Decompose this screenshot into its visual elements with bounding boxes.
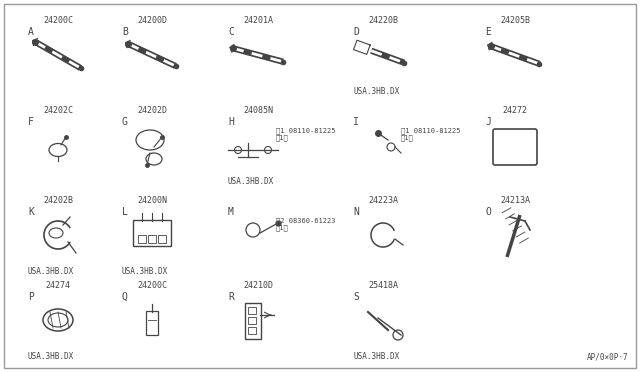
Text: 24210D: 24210D xyxy=(243,281,273,290)
Text: R: R xyxy=(228,292,234,302)
Text: B: B xyxy=(122,27,128,37)
Text: USA.3HB.DX: USA.3HB.DX xyxy=(28,352,74,361)
Text: 24220B: 24220B xyxy=(368,16,398,25)
Text: 24202D: 24202D xyxy=(137,106,167,115)
Text: ␱1 08110-81225
（1）: ␱1 08110-81225 （1） xyxy=(401,127,461,141)
Text: 24200N: 24200N xyxy=(137,196,167,205)
Text: 24200C: 24200C xyxy=(137,281,167,290)
Text: N: N xyxy=(353,207,359,217)
Text: S: S xyxy=(353,292,359,302)
Text: M: M xyxy=(228,207,234,217)
Text: D: D xyxy=(353,27,359,37)
Text: 24202B: 24202B xyxy=(43,196,73,205)
Text: F: F xyxy=(28,117,34,127)
Text: USA.3HB.DX: USA.3HB.DX xyxy=(228,177,275,186)
Text: 24200D: 24200D xyxy=(137,16,167,25)
Text: ␠2 08360-61223
（1）: ␠2 08360-61223 （1） xyxy=(276,217,335,231)
Text: A: A xyxy=(28,27,34,37)
Text: USA.3HB.DX: USA.3HB.DX xyxy=(353,87,399,96)
Text: H: H xyxy=(228,117,234,127)
Text: USA.3HB.DX: USA.3HB.DX xyxy=(28,267,74,276)
Text: 24205B: 24205B xyxy=(500,16,530,25)
Text: O: O xyxy=(485,207,491,217)
Text: C: C xyxy=(228,27,234,37)
Text: E: E xyxy=(485,27,491,37)
Text: P: P xyxy=(28,292,34,302)
Text: J: J xyxy=(485,117,491,127)
Text: 24202C: 24202C xyxy=(43,106,73,115)
Text: 24085N: 24085N xyxy=(243,106,273,115)
Text: 24200C: 24200C xyxy=(43,16,73,25)
Text: 24274: 24274 xyxy=(45,281,70,290)
Text: USA.3HB.DX: USA.3HB.DX xyxy=(353,352,399,361)
Text: I: I xyxy=(353,117,359,127)
Text: K: K xyxy=(28,207,34,217)
Text: 24223A: 24223A xyxy=(368,196,398,205)
Text: L: L xyxy=(122,207,128,217)
Text: 24201A: 24201A xyxy=(243,16,273,25)
Text: G: G xyxy=(122,117,128,127)
Text: USA.3HB.DX: USA.3HB.DX xyxy=(122,267,168,276)
Text: 24272: 24272 xyxy=(502,106,527,115)
Text: AP/0×0P·7: AP/0×0P·7 xyxy=(586,353,628,362)
Text: ␱1 08110-81225
（1）: ␱1 08110-81225 （1） xyxy=(276,127,335,141)
Text: 25418A: 25418A xyxy=(368,281,398,290)
Text: 24213A: 24213A xyxy=(500,196,530,205)
Text: Q: Q xyxy=(122,292,128,302)
